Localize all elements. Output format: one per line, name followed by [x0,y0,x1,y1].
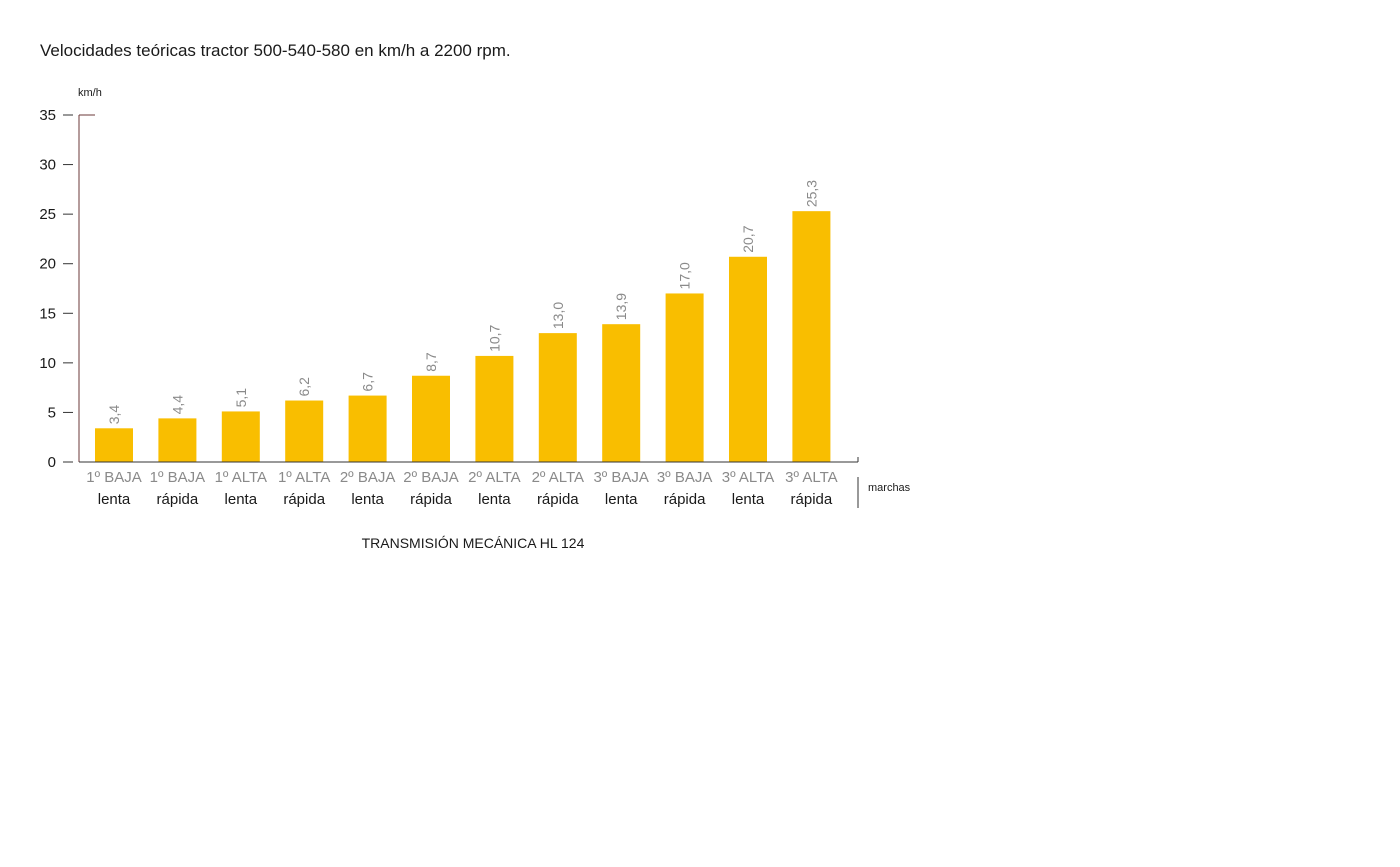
x-tick-gear-label: 1º BAJA [86,469,142,486]
x-tick-gear-label: 2º BAJA [403,469,459,486]
chart-title: Velocidades teóricas tractor 500-540-580… [40,41,511,60]
y-tick-label: 15 [39,305,56,322]
x-tick-speed-label: rápida [283,491,325,508]
bar [538,333,577,462]
bar [412,375,450,462]
bars-group: 3,4 4,4 5,1 6,2 6,7 8,7 10,7 13,0 13,9 17,0 20,7 25… [95,180,831,462]
x-tick-speed-label: rápida [791,491,833,508]
x-tick-gear-label: 3º ALTA [722,469,774,486]
bar-value-label: 6,7 [360,372,376,392]
y-tick-label: 25 [39,206,56,223]
x-tick-speed-label: lenta [225,491,258,508]
bar [348,395,387,462]
y-axis: 0 5 10 15 20 25 30 35 [39,107,95,471]
x-tick-gear-label: 3º BAJA [657,469,713,486]
x-tick-gear-label: 2º ALTA [468,469,520,486]
x-tick-speed-label: lenta [605,491,638,508]
bar-value-label: 20,7 [740,225,756,252]
bar [158,418,197,462]
bar [95,428,133,462]
x-tick-gear-label: 1º BAJA [150,469,206,486]
x-tick-speed-label: rápida [537,491,579,508]
x-tick-speed-label: rápida [157,491,199,508]
bar [729,256,767,462]
x-tick-speed-label: rápida [410,491,452,508]
bar [792,211,831,462]
x-tick-gear-label: 1º ALTA [278,469,330,486]
bar-value-label: 3,4 [106,405,122,425]
bar [221,411,260,462]
bar [665,293,704,462]
y-tick-label: 35 [39,107,56,124]
x-tick-speed-label: lenta [732,491,765,508]
y-tick-label: 5 [48,404,56,421]
x-tick-speed-label: lenta [478,491,511,508]
bar-value-label: 6,2 [296,377,312,397]
y-tick-label: 10 [39,355,56,372]
x-tick-gear-label: 3º ALTA [785,469,837,486]
y-tick-label: 20 [39,256,56,273]
bar-value-label: 25,3 [803,180,819,207]
bar-value-label: 13,0 [550,302,566,329]
x-tick-speed-label: rápida [664,491,706,508]
bar [475,355,514,462]
bar-value-label: 8,7 [423,352,439,372]
bar [285,400,324,462]
bar-value-label: 5,1 [233,388,249,408]
bar [602,324,641,462]
y-tick-label: 30 [39,157,56,174]
x-tick-gear-label: 2º BAJA [340,469,396,486]
x-tick-gear-label: 2º ALTA [532,469,584,486]
x-tick-gear-label: 3º BAJA [593,469,649,486]
bar-value-label: 17,0 [677,262,693,289]
y-tick-label: 0 [48,454,56,471]
x-axis: 1º BAJA lenta 1º BAJA rápida 1º ALTA lenta 1º … [79,457,859,508]
bar-value-label: 13,9 [613,293,629,320]
bar-value-label: 4,4 [169,395,185,415]
x-tick-speed-label: lenta [98,491,131,508]
x-tick-gear-label: 1º ALTA [215,469,267,486]
x-axis-label: marchas [868,482,911,494]
bar-value-label: 10,7 [486,324,502,351]
x-tick-speed-label: lenta [351,491,384,508]
y-axis-unit-label: km/h [78,87,102,99]
chart-caption: TRANSMISIÓN MECÁNICA HL 124 [362,535,585,551]
